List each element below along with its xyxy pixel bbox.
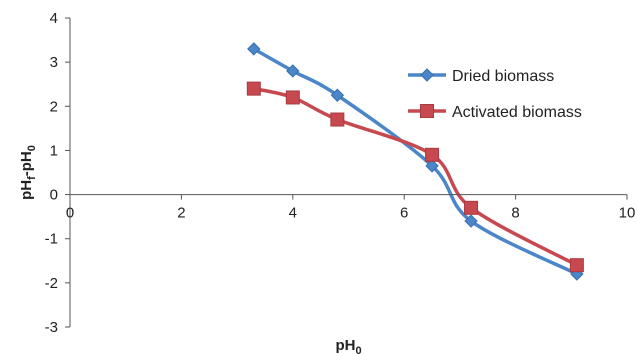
y-axis-title-p2: -pH — [18, 151, 35, 176]
x-axis-title: pH0 — [335, 337, 361, 354]
data-point-square — [569, 258, 584, 273]
x-tick-label: 4 — [289, 205, 297, 222]
x-axis-title-sub: 0 — [355, 345, 361, 354]
legend: Dried biomass Activated biomass — [408, 68, 582, 121]
data-point-square — [464, 200, 479, 215]
axes — [69, 18, 627, 327]
legend-marker-square — [420, 104, 434, 118]
x-tick-label: 8 — [511, 205, 519, 222]
data-point-square — [330, 112, 345, 127]
data-point-diamond — [330, 88, 345, 102]
x-tick-label: 10 — [619, 205, 636, 222]
x-tick-label: 0 — [66, 205, 74, 222]
data-point-square — [246, 81, 261, 96]
y-tick-label: 0 — [50, 187, 58, 204]
y-tick-label: 2 — [50, 98, 58, 115]
y-tick-label: -3 — [45, 319, 58, 336]
y-axis-title-p1: pH — [18, 180, 35, 200]
data-point-square — [425, 147, 440, 162]
data-point-square — [285, 90, 300, 105]
data-point-diamond — [464, 214, 478, 228]
markers — [246, 42, 584, 281]
y-tick-label: -1 — [45, 231, 58, 248]
x-tick-label: 2 — [177, 205, 185, 222]
legend-label-1: Dried biomass — [452, 68, 554, 85]
ticks: -3 -2 -1 0 1 2 3 4 0 2 4 6 8 10 — [45, 10, 636, 336]
x-tick-label: 6 — [400, 205, 408, 222]
y-tick-label: 1 — [50, 142, 58, 159]
y-axis-title: pHf-pH0 — [18, 145, 38, 200]
legend-marker-diamond — [420, 68, 434, 82]
y-axis-title-s2: 0 — [26, 145, 38, 151]
legend-label-2: Activated biomass — [452, 104, 582, 121]
data-point-diamond — [247, 42, 261, 56]
data-point-diamond — [286, 64, 300, 78]
data-point-diamond — [425, 159, 439, 173]
y-tick-label: 4 — [50, 10, 58, 27]
y-tick-label: -2 — [45, 275, 58, 292]
x-axis-title-main: pH — [335, 337, 355, 354]
y-tick-label: 3 — [50, 54, 58, 71]
y-axis-title-s1: f — [26, 176, 38, 180]
